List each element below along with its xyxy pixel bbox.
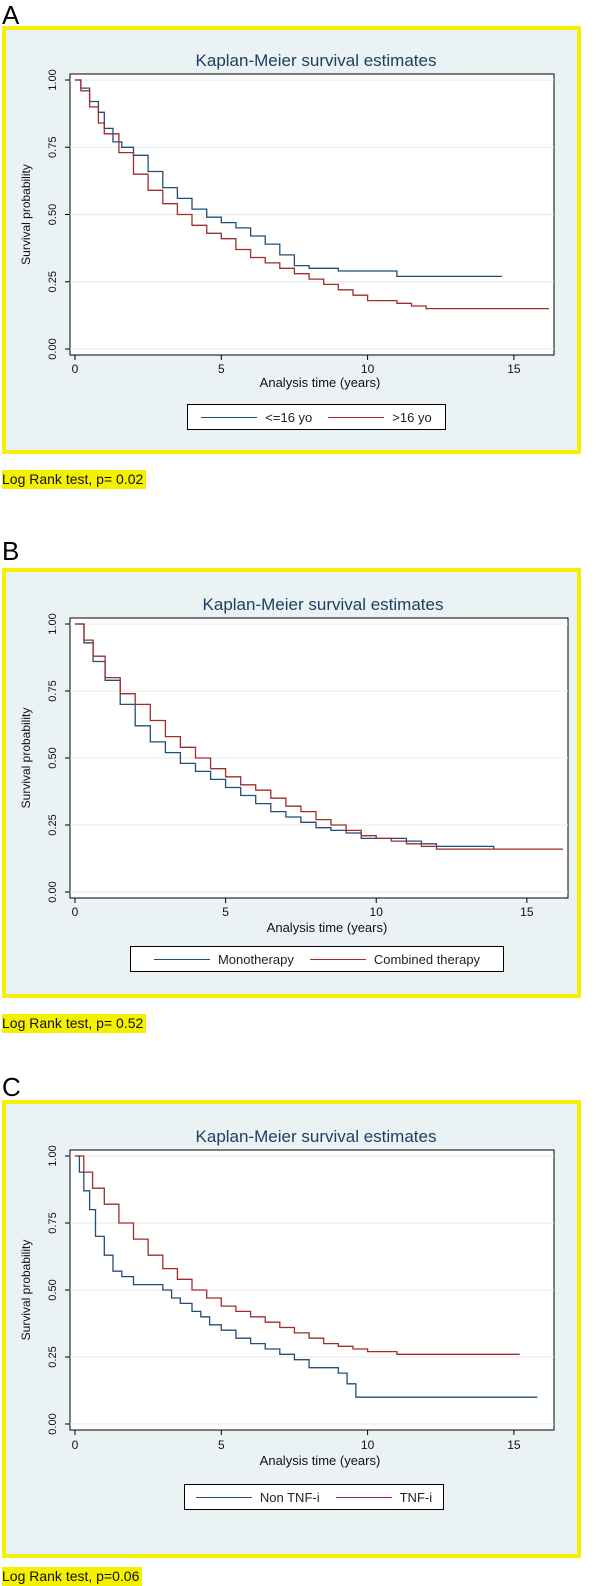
km-chart-b: Kaplan-Meier survival estimates 0.00 0.25 0… bbox=[19, 595, 569, 935]
legend-a: <=16 yo >16 yo bbox=[187, 404, 446, 430]
x-tick-label: 0 bbox=[72, 1438, 79, 1452]
legend-item-le16: <=16 yo bbox=[201, 410, 312, 425]
y-tick-label: 0.25 bbox=[47, 271, 59, 292]
y-tick-label: 0.00 bbox=[47, 1413, 59, 1434]
legend-b: Monotherapy Combined therapy bbox=[130, 946, 504, 972]
x-axis-label: Analysis time (years) bbox=[267, 920, 388, 935]
legend-swatch-combined bbox=[309, 958, 366, 960]
x-tick-label: 0 bbox=[72, 905, 79, 919]
km-chart-a: Kaplan-Meier survival estimates 0.00 0.25 0… bbox=[19, 51, 555, 390]
x-tick-label: 0 bbox=[72, 362, 79, 376]
legend-item-monotherapy: Monotherapy bbox=[153, 951, 294, 967]
footnote-c: Log Rank test, p=0.06 bbox=[2, 1567, 143, 1586]
y-axis-label: Survival probability bbox=[19, 708, 33, 809]
chart-title: Kaplan-Meier survival estimates bbox=[196, 51, 437, 70]
legend-item-tnfi: TNF-i bbox=[335, 1489, 433, 1505]
x-axis-label: Analysis time (years) bbox=[260, 1453, 381, 1468]
series-line-0 bbox=[75, 623, 495, 850]
y-tick-label: 0.50 bbox=[47, 204, 59, 225]
x-tick-label: 10 bbox=[361, 362, 375, 376]
x-tick-label: 5 bbox=[218, 362, 225, 376]
y-tick-label: 0.50 bbox=[47, 747, 59, 768]
chart-title: Kaplan-Meier survival estimates bbox=[203, 595, 444, 614]
km-chart-c: Kaplan-Meier survival estimates 0.00 0.25 0… bbox=[19, 1127, 555, 1468]
footnote-a: Log Rank test, p= 0.02 bbox=[2, 470, 147, 489]
panel-letter-a: A bbox=[2, 0, 20, 30]
chart-frame-b: Kaplan-Meier survival estimates 0.00 0.25 0… bbox=[2, 568, 581, 998]
x-tick-label: 15 bbox=[507, 1438, 521, 1452]
legend-c: Non TNF-i TNF-i bbox=[184, 1484, 444, 1510]
y-tick-label: 0.25 bbox=[47, 814, 59, 835]
legend-label-combined: Combined therapy bbox=[373, 951, 481, 967]
y-tick-label: 0.50 bbox=[47, 1279, 59, 1300]
legend-swatch-tnfi bbox=[335, 1496, 392, 1498]
y-tick-label: 0.25 bbox=[47, 1346, 59, 1367]
series-line-1 bbox=[75, 623, 563, 850]
chart-frame-c: Kaplan-Meier survival estimates 0.00 0.25 0… bbox=[2, 1100, 581, 1558]
y-tick-label: 0.00 bbox=[47, 338, 59, 359]
legend-swatch-non-tnfi bbox=[195, 1496, 252, 1498]
x-tick-label: 15 bbox=[520, 905, 534, 919]
legend-label-monotherapy: Monotherapy bbox=[217, 951, 294, 967]
series-line-1 bbox=[75, 1155, 520, 1355]
x-axis-label: Analysis time (years) bbox=[260, 375, 381, 390]
legend-swatch-le16 bbox=[201, 416, 258, 418]
x-tick-label: 15 bbox=[507, 362, 521, 376]
legend-swatch-monotherapy bbox=[153, 958, 210, 960]
legend-label-tnfi: TNF-i bbox=[399, 1489, 433, 1505]
series-line-0 bbox=[75, 1155, 538, 1398]
y-tick-label: 0.00 bbox=[47, 881, 59, 902]
y-tick-label: 1.00 bbox=[47, 69, 59, 90]
legend-swatch-gt16 bbox=[328, 416, 385, 418]
chart-frame-a: Kaplan-Meier survival estimates 0.00 0.25 0… bbox=[2, 26, 581, 454]
y-tick-label: 1.00 bbox=[47, 1145, 59, 1166]
footnote-b: Log Rank test, p= 0.52 bbox=[2, 1014, 147, 1033]
legend-label-non-tnfi: Non TNF-i bbox=[259, 1489, 320, 1505]
panel-letter-b: B bbox=[2, 536, 20, 566]
y-tick-label: 0.75 bbox=[47, 137, 59, 158]
x-tick-label: 5 bbox=[218, 1438, 225, 1452]
y-tick-label: 1.00 bbox=[47, 613, 59, 634]
y-tick-label: 0.75 bbox=[47, 1212, 59, 1233]
panel-letter-c: C bbox=[2, 1072, 21, 1102]
legend-item-non-tnfi: Non TNF-i bbox=[195, 1489, 320, 1505]
y-axis-label: Survival probability bbox=[19, 164, 33, 265]
series-line-1 bbox=[75, 79, 549, 310]
chart-title: Kaplan-Meier survival estimates bbox=[196, 1127, 437, 1146]
legend-item-combined: Combined therapy bbox=[309, 951, 481, 967]
legend-item-gt16: >16 yo bbox=[328, 409, 432, 425]
y-tick-label: 0.75 bbox=[47, 680, 59, 701]
legend-label-le16: <=16 yo bbox=[265, 409, 313, 425]
y-axis-label: Survival probability bbox=[19, 1240, 33, 1341]
legend-label-gt16: >16 yo bbox=[392, 409, 432, 425]
x-tick-label: 5 bbox=[222, 905, 229, 919]
x-tick-label: 10 bbox=[361, 1438, 375, 1452]
x-tick-label: 10 bbox=[370, 905, 384, 919]
